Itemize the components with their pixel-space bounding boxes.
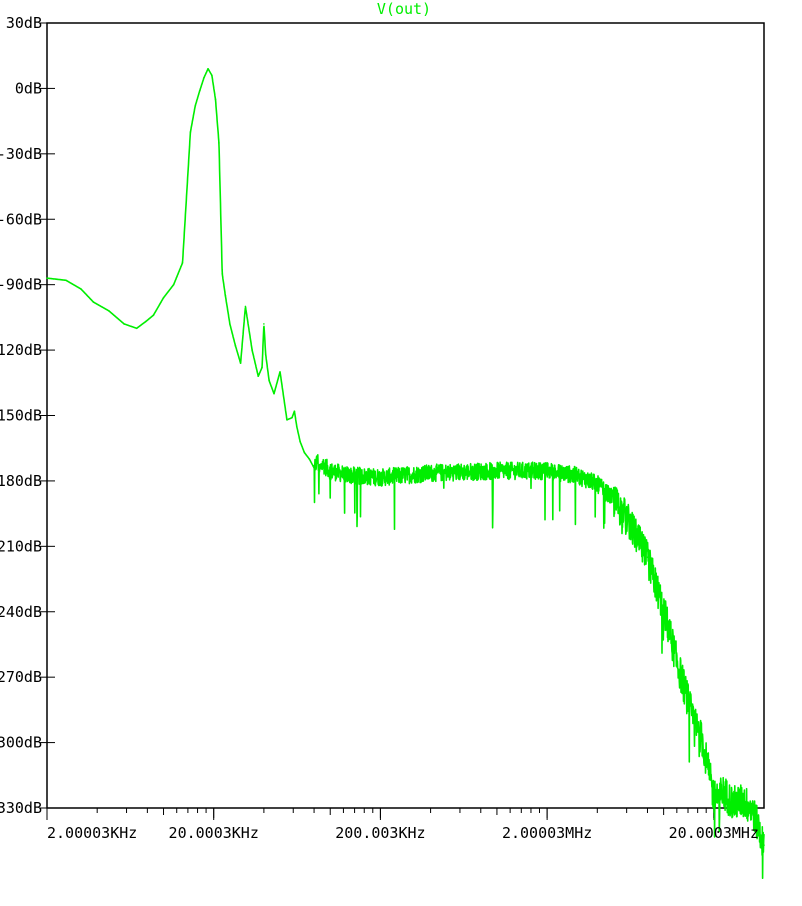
- data-point: [224, 294, 227, 297]
- data-point: [198, 89, 201, 92]
- axis-layer: [39, 22, 765, 820]
- data-point: [92, 301, 95, 303]
- data-point: [211, 74, 213, 77]
- data-point: [575, 473, 578, 476]
- plot-frame: [46, 22, 765, 809]
- y-tick-label: -60dB: [0, 210, 42, 228]
- data-point: [291, 416, 293, 419]
- data-point: [268, 379, 270, 382]
- data-point: [80, 288, 82, 290]
- data-point: [172, 283, 175, 286]
- chart-title: V(out): [377, 0, 431, 18]
- y-tick-label: -90dB: [0, 276, 42, 294]
- data-point: [251, 349, 253, 351]
- data-point: [123, 323, 125, 325]
- data-point: [279, 371, 281, 373]
- data-point: [313, 467, 315, 469]
- data-point: [763, 844, 765, 846]
- data-point: [286, 419, 288, 421]
- data-point: [46, 277, 48, 279]
- y-tick-label: -300dB: [0, 734, 42, 752]
- data-point: [293, 410, 296, 412]
- data-point: [646, 556, 649, 559]
- y-tick-label: 30dB: [6, 14, 42, 32]
- data-point: [214, 98, 217, 101]
- y-tick-label: 0dB: [15, 79, 42, 97]
- y-tick-label: -150dB: [0, 407, 42, 425]
- y-tick-label: -270dB: [0, 668, 42, 686]
- data-point: [321, 462, 324, 465]
- x-tick-label: 2.00003MHz: [502, 824, 592, 842]
- series-line-vout: [46, 68, 765, 880]
- data-point: [546, 469, 548, 471]
- data-point: [303, 451, 306, 454]
- data-point: [273, 392, 275, 395]
- data-point: [596, 482, 599, 484]
- y-tick-label: -120dB: [0, 341, 42, 359]
- data-point: [264, 353, 267, 356]
- data-point: [318, 469, 321, 471]
- data-point: [229, 323, 231, 325]
- data-point: [329, 469, 332, 471]
- data-point: [135, 327, 138, 330]
- data-point: [203, 76, 205, 79]
- data-point: [207, 67, 209, 70]
- data-point: [692, 715, 694, 718]
- data-point: [189, 131, 192, 133]
- data-point: [308, 458, 311, 460]
- data-point: [662, 606, 665, 609]
- data-point: [625, 515, 628, 517]
- trace-layer: [46, 67, 765, 880]
- data-point: [263, 323, 265, 325]
- y-tick-label: -330dB: [0, 799, 42, 817]
- data-point: [295, 425, 298, 428]
- data-point: [496, 469, 498, 471]
- data-point: [723, 789, 725, 792]
- data-point: [152, 314, 155, 316]
- data-point: [244, 305, 247, 308]
- data-point: [108, 310, 110, 312]
- data-point: [234, 344, 237, 347]
- y-tick-label: -30dB: [0, 145, 42, 163]
- y-tick-label: -180dB: [0, 472, 42, 490]
- data-point: [221, 272, 224, 275]
- data-point: [181, 262, 184, 264]
- data-point: [348, 473, 351, 476]
- data-point: [742, 798, 744, 801]
- data-point: [429, 471, 432, 473]
- data-point: [257, 375, 260, 378]
- data-point: [757, 824, 760, 827]
- data-point: [144, 320, 147, 323]
- data-point: [261, 366, 263, 369]
- data-point: [612, 497, 615, 500]
- data-point: [239, 362, 242, 364]
- x-tick-label: 20.0003MHz: [669, 824, 759, 842]
- data-point: [713, 794, 715, 796]
- data-point: [162, 296, 165, 299]
- x-tick-label: 20.0003KHz: [169, 824, 259, 842]
- data-point: [299, 440, 301, 443]
- data-point: [379, 475, 382, 478]
- data-point: [316, 458, 319, 460]
- data-point: [676, 658, 678, 661]
- tick-label-layer: 30dB 0dB -30dB -60dB -90dB -120dB -150dB -180dB…: [0, 14, 759, 842]
- y-tick-label: -240dB: [0, 603, 42, 621]
- data-point: [732, 800, 734, 803]
- data-point: [751, 807, 754, 809]
- data-point: [194, 105, 197, 107]
- data-point: [65, 279, 67, 282]
- data-point: [701, 737, 703, 740]
- x-tick-label: 200.003KHz: [335, 824, 425, 842]
- data-point: [218, 142, 220, 144]
- y-tick-label: -210dB: [0, 537, 42, 555]
- x-tick-label: 2.00003KHz: [47, 824, 137, 842]
